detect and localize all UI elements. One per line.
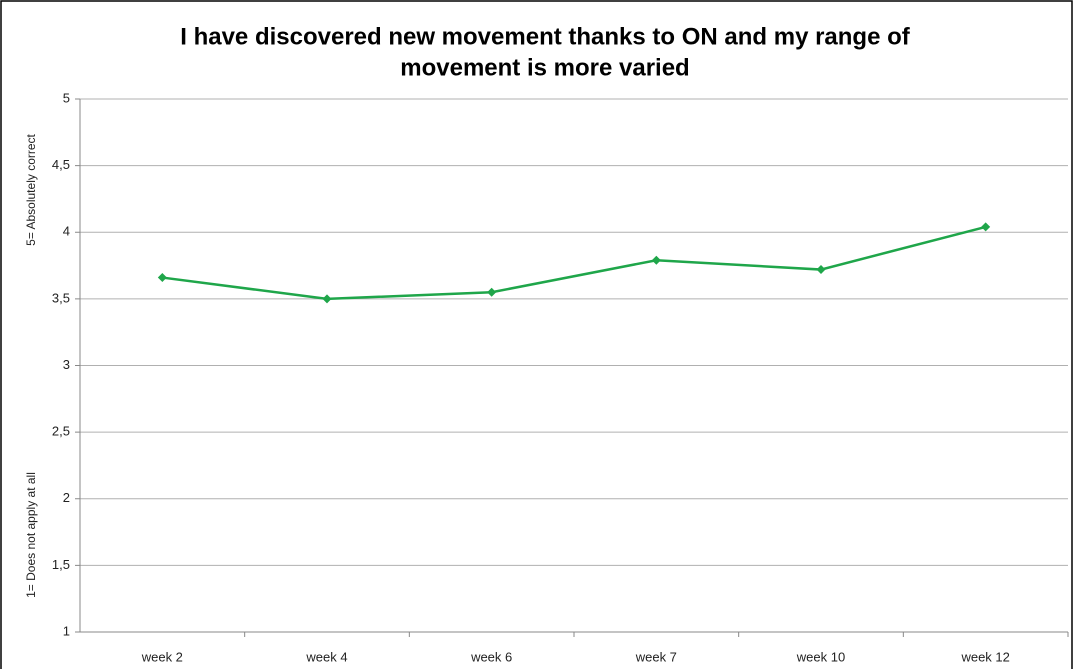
- x-tick-label: week 7: [635, 649, 677, 664]
- marker: [816, 265, 826, 275]
- y-tick-label: 3,5: [52, 290, 70, 305]
- marker: [322, 294, 332, 304]
- line: [162, 225, 986, 301]
- marker: [157, 273, 167, 283]
- y-tick-label: 4,5: [52, 157, 70, 172]
- x-tick-label: week 12: [960, 649, 1009, 664]
- chart-title: movement is more varied: [400, 54, 689, 81]
- marker: [651, 255, 661, 265]
- y-axis-label: 5= Absolutely correct: [24, 133, 38, 245]
- marker: [487, 287, 497, 297]
- y-tick-label: 2,5: [52, 424, 70, 439]
- y-tick-label: 4: [63, 224, 70, 239]
- y-tick-label: 2: [63, 490, 70, 505]
- x-tick-label: week 6: [470, 649, 512, 664]
- marker: [981, 222, 991, 232]
- y-tick-label: 5: [63, 90, 70, 105]
- y-axis-label: 1= Does not apply at all: [24, 472, 38, 598]
- x-tick-label: week 4: [305, 649, 347, 664]
- x-tick-label: week 10: [796, 649, 845, 664]
- chart-title: I have discovered new movement thanks to…: [180, 23, 911, 50]
- y-tick-label: 3: [63, 357, 70, 372]
- y-tick-label: 1: [63, 623, 70, 638]
- x-tick-label: week 2: [141, 649, 183, 664]
- y-tick-label: 1,5: [52, 557, 70, 572]
